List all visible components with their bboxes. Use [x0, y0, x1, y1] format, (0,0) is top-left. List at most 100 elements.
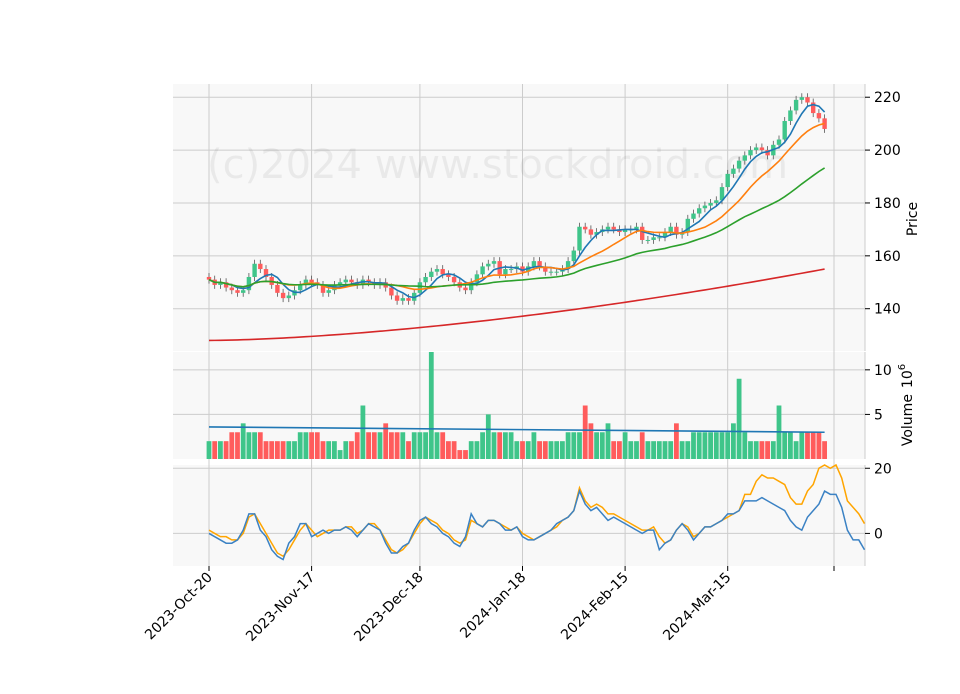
volume-bar — [440, 432, 446, 459]
volume-bar — [218, 441, 223, 459]
volume-bar — [628, 441, 634, 459]
candle-body — [793, 99, 799, 111]
moving-average-line — [208, 103, 826, 299]
volume-bar — [275, 441, 280, 459]
volume-label-text: Volume — [900, 394, 916, 446]
volume-bar — [599, 432, 605, 459]
volume-axis-label: Volume 106 — [897, 364, 916, 446]
candle-body — [531, 261, 537, 267]
candle-body — [605, 226, 611, 230]
volume-bar — [793, 441, 799, 459]
candle-body — [645, 239, 651, 241]
candle-body — [571, 250, 576, 262]
volume-bar — [212, 441, 218, 459]
volume-bar — [366, 432, 371, 459]
candle-body — [451, 276, 457, 283]
volume-bar — [799, 432, 805, 459]
candle-body — [469, 282, 474, 291]
volume-bar — [708, 432, 713, 459]
candle-body — [776, 139, 782, 145]
candle-body — [349, 279, 354, 283]
price-y-tick-label: 200 — [874, 143, 901, 159]
candle-body — [548, 271, 554, 273]
volume-bar — [508, 432, 514, 459]
volume-bar — [417, 432, 423, 459]
volume-bar — [748, 441, 753, 459]
osc-y-tick-label: 20 — [874, 461, 892, 477]
volume-bar — [269, 441, 275, 459]
volume-bar — [788, 432, 793, 459]
candle-body — [708, 202, 713, 206]
volume-bar — [320, 441, 326, 459]
candle-body — [543, 266, 548, 272]
candle-body — [480, 266, 485, 275]
candle-body — [537, 261, 542, 267]
volume-bar — [286, 441, 292, 459]
candle-body — [229, 287, 234, 291]
candle-body — [668, 226, 673, 233]
volume-bar — [753, 441, 759, 459]
volume-bar — [371, 432, 377, 459]
candle-body — [731, 168, 736, 174]
volume-bar — [257, 432, 263, 459]
candle-body — [491, 261, 497, 264]
volume-bar — [731, 423, 736, 459]
candle-body — [394, 295, 400, 301]
candle-body — [640, 226, 645, 240]
volume-bar — [531, 432, 537, 459]
candle-body — [742, 155, 747, 161]
volume-bar — [411, 432, 417, 459]
candle-body — [486, 263, 491, 267]
volume-bar — [639, 432, 645, 459]
volume-bar — [542, 441, 548, 459]
volume-ma-line — [208, 426, 825, 434]
volume-bar — [514, 441, 520, 459]
volume-bar — [622, 432, 628, 459]
candle-body — [252, 263, 257, 277]
candle-body — [611, 226, 616, 230]
volume-bar — [696, 432, 702, 459]
oscillator-main-line — [208, 488, 866, 561]
volume-bar — [468, 441, 474, 459]
candle-body — [434, 269, 440, 272]
volume-bar — [428, 352, 434, 459]
volume-bar — [742, 432, 748, 459]
candle-body — [206, 276, 212, 280]
volume-bar — [349, 441, 354, 459]
volume-bar — [240, 423, 246, 459]
candle-body — [594, 232, 599, 235]
volume-bar — [332, 441, 337, 459]
candle-body — [702, 205, 708, 209]
volume-bar — [423, 432, 428, 459]
volume-bar — [782, 432, 788, 459]
volume-bar — [309, 432, 314, 459]
volume-bar — [679, 441, 685, 459]
volume-exponent-base: 10 — [900, 370, 916, 388]
volume-bar — [252, 432, 257, 459]
volume-bar — [662, 441, 668, 459]
volume-bar — [377, 432, 383, 459]
candle-body — [246, 276, 252, 291]
candle-body — [508, 269, 514, 271]
volume-bar — [554, 441, 560, 459]
candle-body — [406, 298, 411, 301]
candle-body — [446, 274, 451, 277]
volume-y-tick-label: 10 — [874, 363, 892, 379]
volume-bar — [725, 432, 731, 459]
svg-text:Volume106: Volume 106 — [897, 364, 916, 446]
volume-bar — [463, 450, 468, 459]
volume-bar — [457, 450, 463, 459]
volume-bar — [491, 432, 497, 459]
x-tick-label: 2024-Mar-15 — [660, 570, 734, 644]
price-y-tick-label: 180 — [874, 196, 901, 212]
volume-bar — [691, 432, 696, 459]
candle-body — [474, 274, 480, 283]
moving-average-line — [208, 122, 825, 291]
candle-body — [263, 269, 269, 277]
candle-body — [280, 292, 286, 299]
volume-bar — [394, 432, 400, 459]
volume-bar — [674, 423, 679, 459]
candle-body — [241, 290, 246, 293]
volume-bar — [206, 441, 212, 459]
